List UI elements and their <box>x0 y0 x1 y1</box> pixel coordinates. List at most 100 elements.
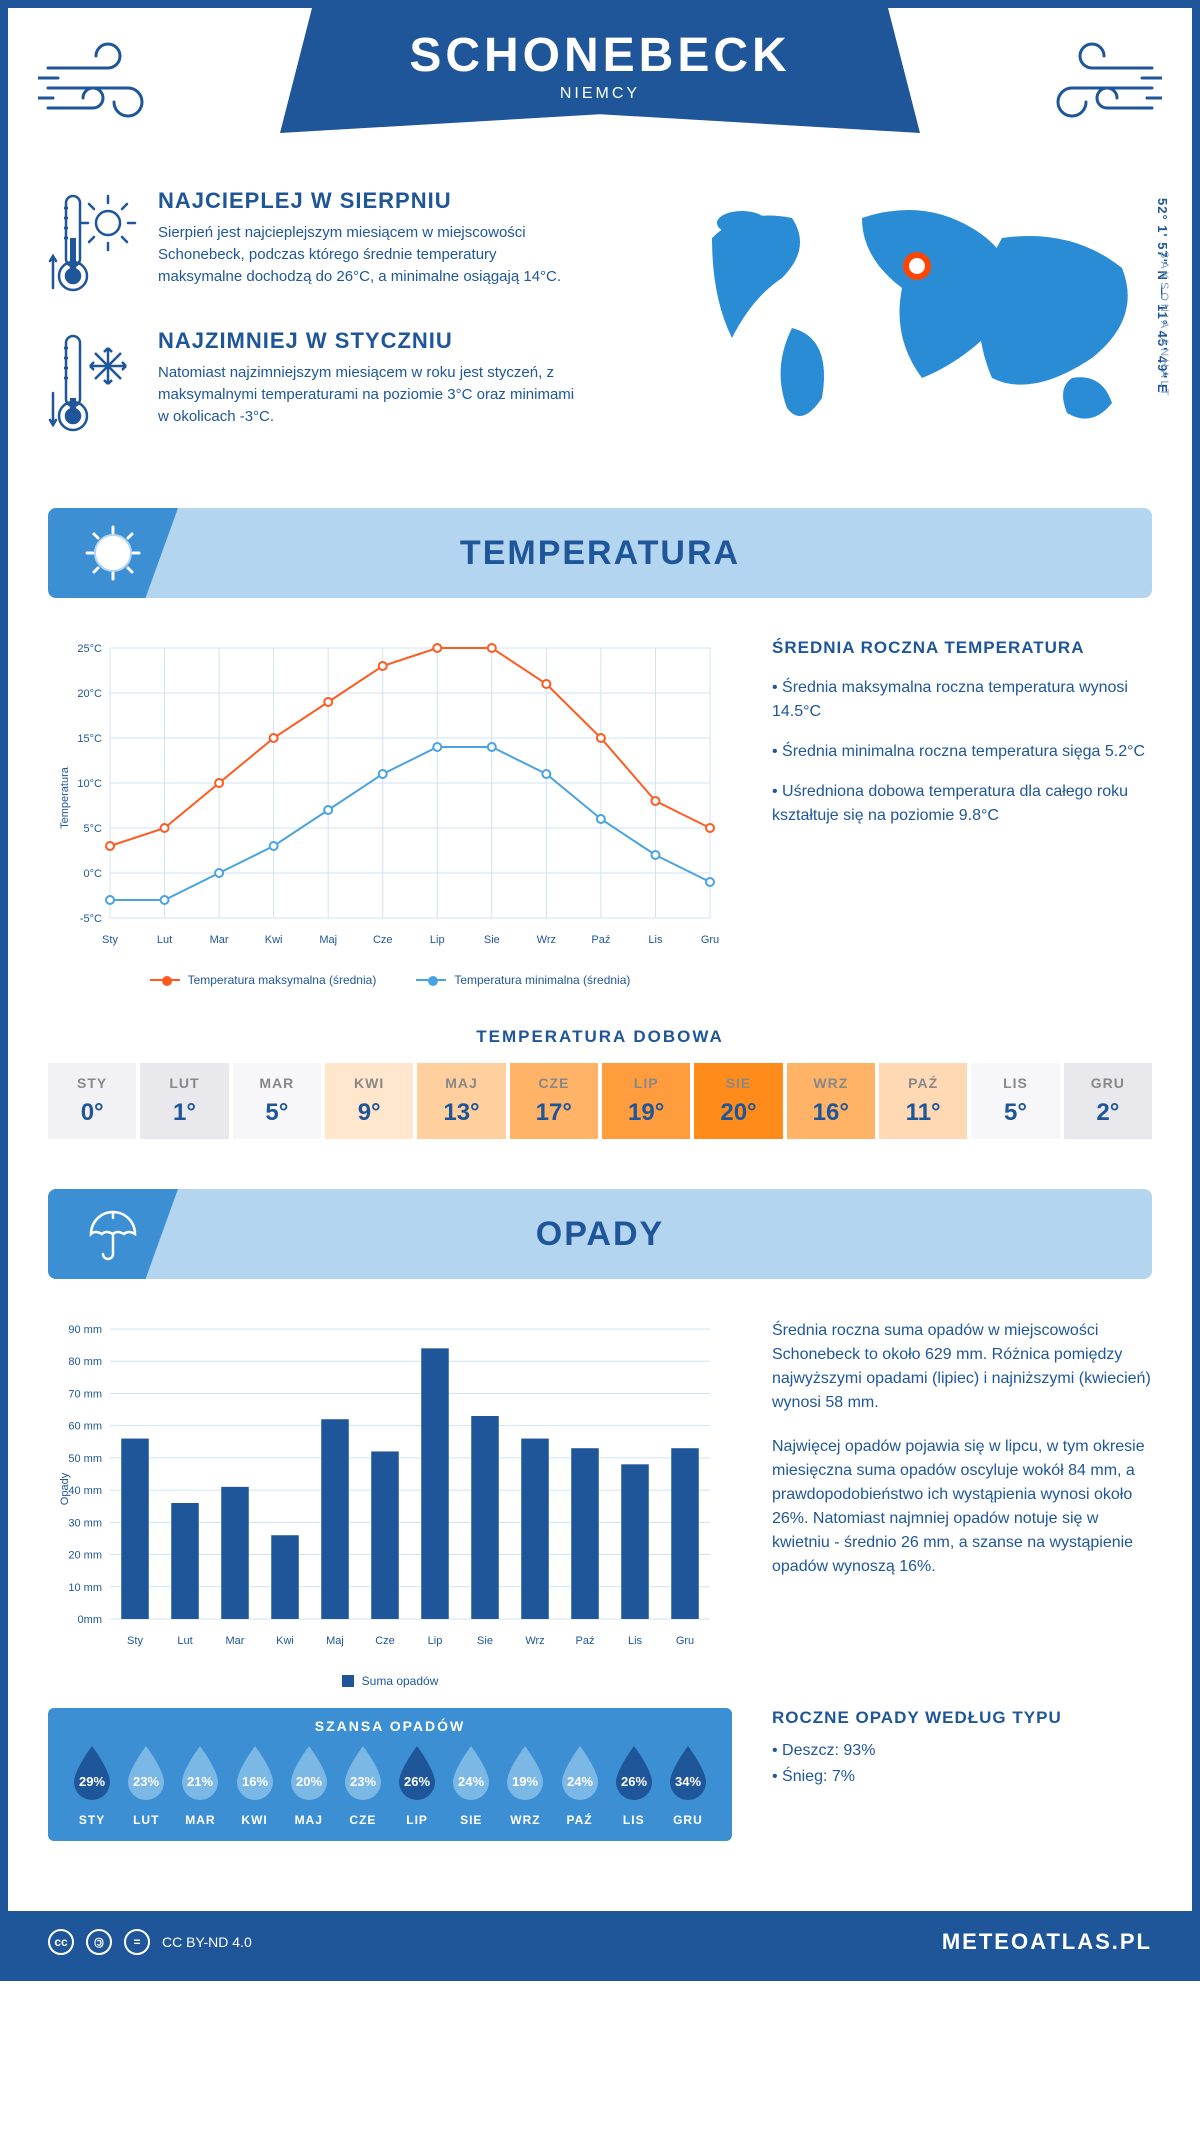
footer-license: cc 🄯 = CC BY-ND 4.0 <box>48 1929 252 1955</box>
raindrop-icon: 26% <box>393 1744 441 1802</box>
svg-text:Kwi: Kwi <box>276 1635 294 1647</box>
legend-precip-label: Suma opadów <box>362 1674 439 1688</box>
nd-icon: = <box>124 1929 150 1955</box>
svg-text:80 mm: 80 mm <box>68 1356 102 1368</box>
svg-text:Lut: Lut <box>157 934 172 946</box>
drop-col: 26% LIP <box>393 1744 441 1827</box>
svg-text:90 mm: 90 mm <box>68 1324 102 1336</box>
by-icon: 🄯 <box>86 1929 112 1955</box>
svg-text:29%: 29% <box>79 1774 105 1789</box>
svg-text:20%: 20% <box>296 1774 322 1789</box>
month-cell: LIP19° <box>602 1063 690 1139</box>
cold-text: NAJZIMNIEJ W STYCZNIU Natomiast najzimni… <box>158 328 578 438</box>
svg-text:-5°C: -5°C <box>80 913 102 925</box>
svg-text:Mar: Mar <box>210 934 229 946</box>
svg-text:10°C: 10°C <box>77 778 102 790</box>
svg-text:21%: 21% <box>187 1774 213 1789</box>
month-cell: LUT1° <box>140 1063 228 1139</box>
svg-text:60 mm: 60 mm <box>68 1421 102 1433</box>
svg-text:Gru: Gru <box>701 934 719 946</box>
svg-text:Lis: Lis <box>628 1635 643 1647</box>
temp-stat-3: • Uśredniona dobowa temperatura dla całe… <box>772 780 1152 828</box>
raindrop-icon: 26% <box>610 1744 658 1802</box>
warm-title: NAJCIEPLEJ W SIERPNIU <box>158 188 578 214</box>
svg-text:Sie: Sie <box>484 934 500 946</box>
drop-col: 34% GRU <box>664 1744 712 1827</box>
month-cell: SIE20° <box>694 1063 782 1139</box>
svg-text:Sie: Sie <box>477 1635 493 1647</box>
raindrop-icon: 34% <box>664 1744 712 1802</box>
svg-text:10 mm: 10 mm <box>68 1582 102 1594</box>
month-cell: LIS5° <box>971 1063 1059 1139</box>
svg-text:23%: 23% <box>133 1774 159 1789</box>
wind-icon-left <box>38 38 178 138</box>
wind-icon-right <box>1022 38 1162 138</box>
month-cell: MAJ13° <box>417 1063 505 1139</box>
raindrop-icon: 21% <box>176 1744 224 1802</box>
warm-block: NAJCIEPLEJ W SIERPNIU Sierpień jest najc… <box>48 188 642 298</box>
precip-p2: Najwięcej opadów pojawia się w lipcu, w … <box>772 1435 1152 1579</box>
svg-text:Lip: Lip <box>430 934 445 946</box>
svg-text:Cze: Cze <box>375 1635 395 1647</box>
temperature-chart-area: -5°C0°C5°C10°C15°C20°C25°CStyLutMarKwiMa… <box>48 638 732 987</box>
svg-text:Lip: Lip <box>428 1635 443 1647</box>
raindrop-icon: 29% <box>68 1744 116 1802</box>
cold-title: NAJZIMNIEJ W STYCZNIU <box>158 328 578 354</box>
drop-col: 26% LIS <box>610 1744 658 1827</box>
precipitation-legend: Suma opadów <box>48 1674 732 1688</box>
svg-text:Kwi: Kwi <box>265 934 283 946</box>
country-subtitle: NIEMCY <box>280 85 920 103</box>
month-cell: PAŹ11° <box>879 1063 967 1139</box>
legend-max: Temperatura maksymalna (średnia) <box>150 973 377 987</box>
drop-col: 23% LUT <box>122 1744 170 1827</box>
precipitation-section-title: OPADY <box>536 1215 664 1254</box>
raindrop-icon: 24% <box>556 1744 604 1802</box>
temp-stat-1: • Średnia maksymalna roczna temperatura … <box>772 676 1152 724</box>
svg-text:24%: 24% <box>567 1774 593 1789</box>
temperature-banner: TEMPERATURA <box>48 508 1152 598</box>
svg-text:Maj: Maj <box>319 934 337 946</box>
drop-col: 19% WRZ <box>501 1744 549 1827</box>
raindrop-icon: 23% <box>339 1744 387 1802</box>
city-title: SCHONEBECK <box>280 28 920 83</box>
raindrop-icon: 16% <box>231 1744 279 1802</box>
svg-text:19%: 19% <box>512 1774 538 1789</box>
license-text: CC BY-ND 4.0 <box>162 1934 252 1950</box>
precipitation-text: Średnia roczna suma opadów w miejscowośc… <box>772 1319 1152 1688</box>
svg-text:24%: 24% <box>458 1774 484 1789</box>
svg-text:15°C: 15°C <box>77 733 102 745</box>
intro-section: NAJCIEPLEJ W SIERPNIU Sierpień jest najc… <box>8 168 1192 498</box>
svg-text:Opady: Opady <box>59 1472 71 1505</box>
svg-text:30 mm: 30 mm <box>68 1517 102 1529</box>
month-cell: STY0° <box>48 1063 136 1139</box>
svg-text:20°C: 20°C <box>77 688 102 700</box>
drop-col: 23% CZE <box>339 1744 387 1827</box>
svg-text:25°C: 25°C <box>77 643 102 655</box>
legend-min: Temperatura minimalna (średnia) <box>416 973 630 987</box>
month-cell: GRU2° <box>1064 1063 1152 1139</box>
page-container: SCHONEBECK NIEMCY <box>0 0 1200 1981</box>
by-type-snow: • Śnieg: 7% <box>772 1764 1152 1790</box>
svg-text:70 mm: 70 mm <box>68 1388 102 1400</box>
daily-temperature: TEMPERATURA DOBOWA STY0°LUT1°MAR5°KWI9°M… <box>8 1017 1192 1179</box>
svg-text:Paź: Paź <box>591 934 610 946</box>
temperature-stats: ŚREDNIA ROCZNA TEMPERATURA • Średnia mak… <box>772 638 1152 987</box>
legend-swatch-min <box>416 979 446 981</box>
legend-max-label: Temperatura maksymalna (średnia) <box>188 973 377 987</box>
svg-text:0mm: 0mm <box>78 1614 102 1626</box>
svg-text:Wrz: Wrz <box>525 1635 544 1647</box>
by-type-rain: • Deszcz: 93% <box>772 1738 1152 1764</box>
precipitation-bar-chart: 0mm10 mm20 mm30 mm40 mm50 mm60 mm70 mm80… <box>48 1319 732 1659</box>
precipitation-chart-area: 0mm10 mm20 mm30 mm40 mm50 mm60 mm70 mm80… <box>48 1319 732 1688</box>
thermometer-cold-icon <box>48 328 138 438</box>
svg-text:Sty: Sty <box>127 1635 143 1647</box>
warm-desc: Sierpień jest najcieplejszym miesiącem w… <box>158 222 578 287</box>
svg-text:16%: 16% <box>242 1774 268 1789</box>
month-cell: WRZ16° <box>787 1063 875 1139</box>
svg-text:Lut: Lut <box>177 1635 192 1647</box>
raindrop-icon: 19% <box>501 1744 549 1802</box>
drop-col: 29% STY <box>68 1744 116 1827</box>
svg-text:Mar: Mar <box>226 1635 245 1647</box>
svg-text:5°C: 5°C <box>84 823 103 835</box>
cold-desc: Natomiast najzimniejszym miesiącem w rok… <box>158 362 578 427</box>
